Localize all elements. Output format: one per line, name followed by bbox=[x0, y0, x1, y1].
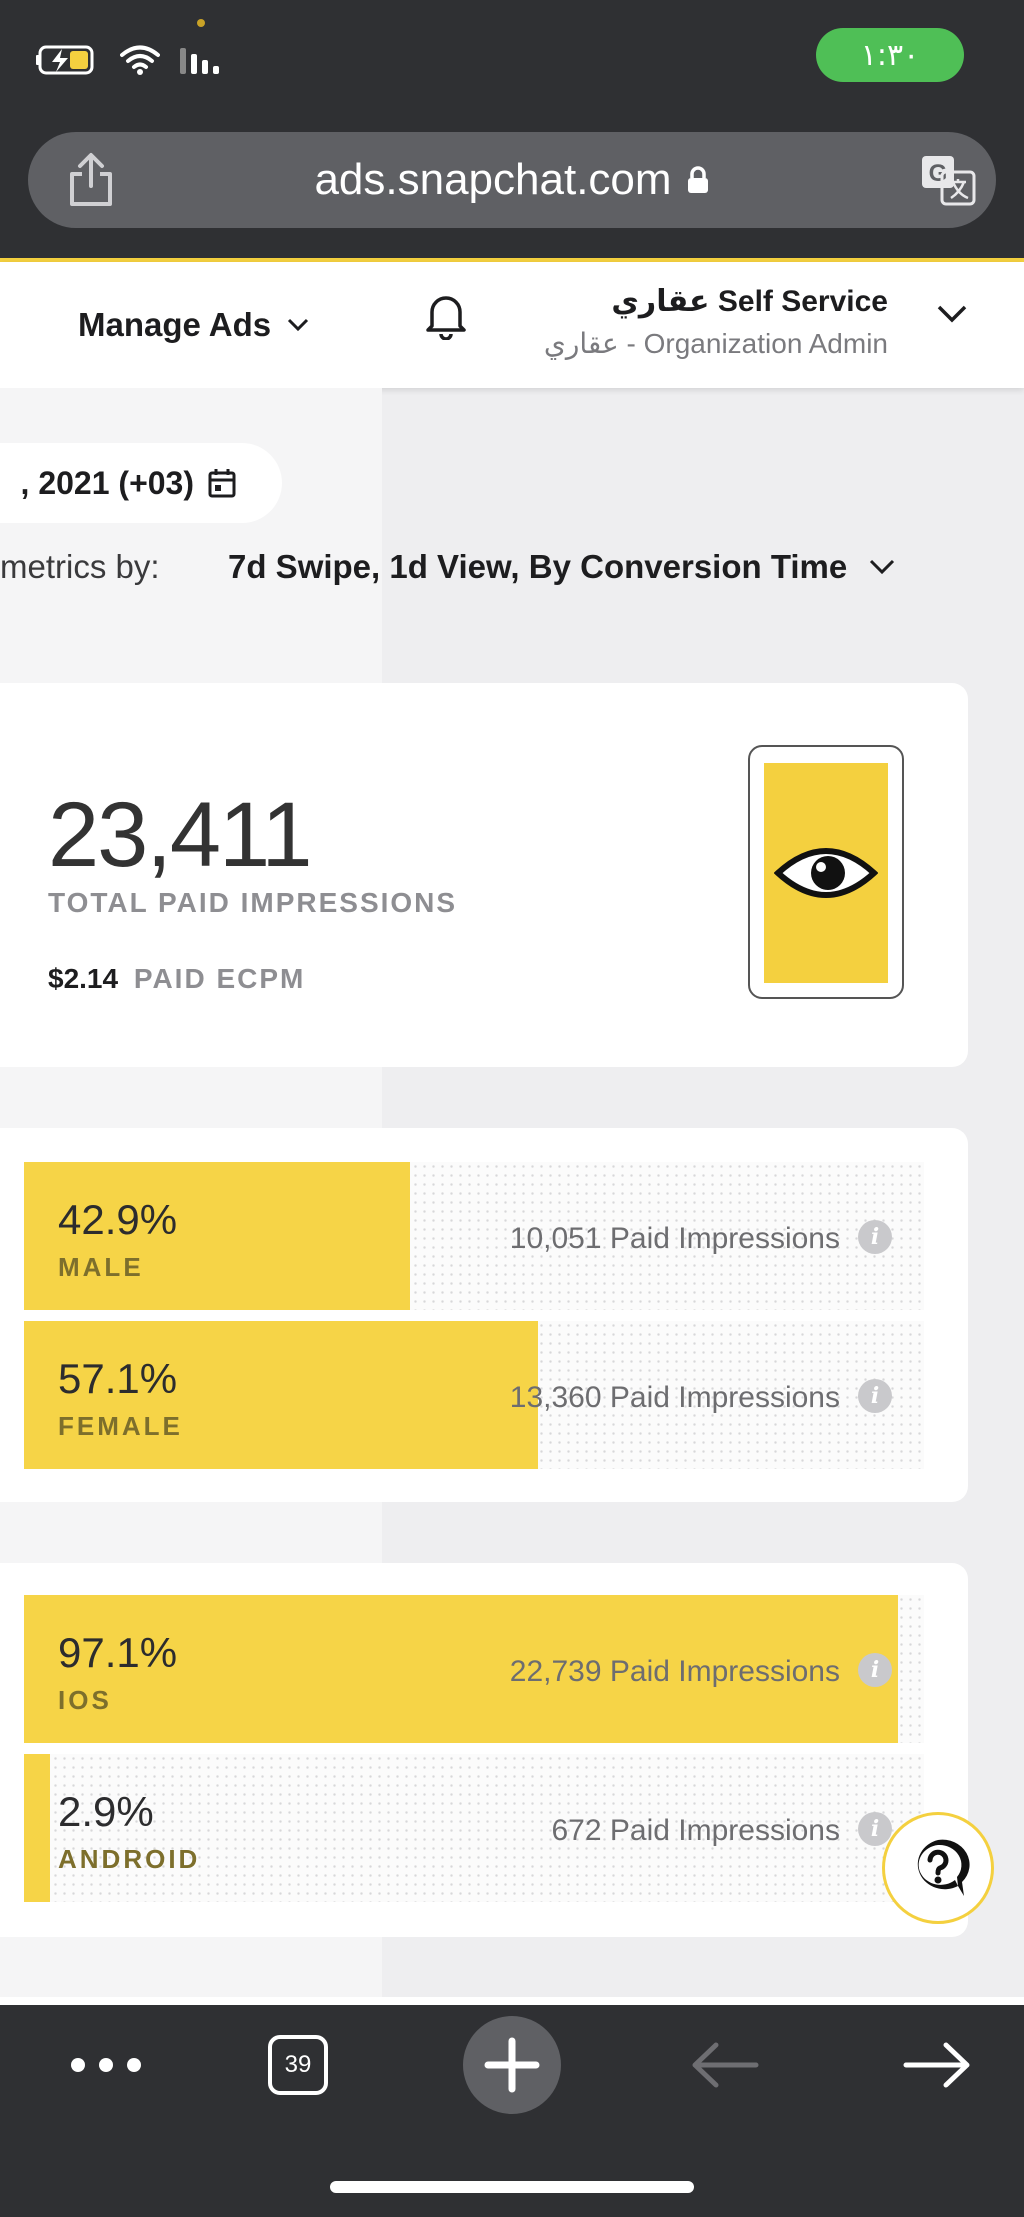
bar-fill bbox=[24, 1321, 538, 1469]
chevron-down-icon bbox=[870, 559, 895, 575]
manage-ads-label: Manage Ads bbox=[78, 306, 272, 343]
bar-category: MALE bbox=[58, 1252, 144, 1282]
bar-fill bbox=[24, 1162, 411, 1310]
bar-fill bbox=[24, 1754, 51, 1902]
translate-icon[interactable]: G bbox=[920, 152, 976, 208]
wifi-icon bbox=[120, 45, 160, 75]
account-name: عقاري Self Service bbox=[611, 285, 888, 318]
gender-row-female: 57.1% FEMALE 13,360 Paid Impressions i bbox=[24, 1321, 924, 1469]
info-icon[interactable]: i bbox=[858, 1220, 892, 1254]
bar-percentage: 57.1% bbox=[58, 1355, 178, 1402]
more-dots-icon bbox=[71, 2058, 141, 2072]
bar-category: IOS bbox=[58, 1685, 112, 1715]
attribution-label: metrics by: bbox=[0, 548, 160, 585]
content-edge bbox=[0, 1997, 1024, 2005]
bar-percentage: 97.1% bbox=[58, 1629, 178, 1676]
notification-bell-icon[interactable] bbox=[424, 292, 468, 340]
bar-impressions: 22,739 Paid Impressions bbox=[509, 1655, 840, 1688]
new-tab-button[interactable] bbox=[462, 2005, 562, 2125]
arrow-left-icon bbox=[692, 2042, 759, 2088]
gender-row-male: 42.9% MALE 10,051 Paid Impressions i bbox=[24, 1162, 924, 1310]
paid-ecpm: $2.14 PAID ECPM bbox=[48, 963, 305, 995]
info-icon[interactable]: i bbox=[858, 1812, 892, 1846]
gender-breakdown-card: 42.9% MALE 10,051 Paid Impressions i 57.… bbox=[0, 1128, 968, 1502]
info-icon[interactable]: i bbox=[858, 1379, 892, 1413]
browser-chrome: ١:٣٠ ads.snapchat.com G bbox=[0, 0, 1024, 258]
eye-icon bbox=[774, 848, 878, 898]
status-icons bbox=[36, 44, 224, 76]
more-options-button[interactable] bbox=[56, 2005, 156, 2125]
plus-icon bbox=[463, 2016, 561, 2114]
attribution-value: 7d Swipe, 1d View, By Conversion Time bbox=[228, 548, 848, 585]
info-icon[interactable]: i bbox=[858, 1653, 892, 1687]
url-display[interactable]: ads.snapchat.com bbox=[28, 132, 996, 228]
signal-icon bbox=[180, 48, 219, 74]
account-switcher[interactable]: عقاري Self Service عقاري - Organization … bbox=[544, 284, 888, 360]
total-paid-impressions-label: TOTAL PAID IMPRESSIONS bbox=[48, 887, 458, 918]
paid-ecpm-label: PAID ECPM bbox=[133, 963, 306, 994]
bar-impressions: 13,360 Paid Impressions bbox=[509, 1381, 840, 1414]
status-time: ١:٣٠ bbox=[816, 28, 964, 82]
phone-screen bbox=[764, 763, 888, 983]
lock-icon bbox=[687, 166, 708, 193]
app-header: Manage Ads عقاري Self Service عقاري - Or… bbox=[0, 262, 1024, 388]
share-icon[interactable] bbox=[66, 152, 116, 208]
total-paid-impressions: 23,411 bbox=[48, 784, 313, 886]
date-range-picker[interactable]: , 2021 (+03) bbox=[0, 443, 282, 523]
battery-charging-icon bbox=[36, 45, 94, 75]
back-button[interactable] bbox=[680, 2005, 770, 2125]
help-chat-button[interactable] bbox=[882, 1812, 994, 1924]
os-breakdown-card: 97.1% IOS 22,739 Paid Impressions i 2.9%… bbox=[0, 1563, 968, 1937]
attribution-dropdown[interactable]: 7d Swipe, 1d View, By Conversion Time bbox=[228, 548, 895, 586]
bar-category: ANDROID bbox=[58, 1844, 201, 1874]
manage-ads-menu[interactable]: Manage Ads bbox=[78, 306, 309, 344]
phone-impression-illustration bbox=[748, 745, 904, 999]
date-range-text: , 2021 (+03) bbox=[20, 464, 194, 501]
help-question-icon bbox=[917, 1839, 970, 1896]
bar-category: FEMALE bbox=[58, 1411, 183, 1441]
account-chevron-down-icon[interactable] bbox=[936, 304, 968, 324]
tabs-button[interactable]: 39 bbox=[258, 2005, 338, 2125]
home-indicator bbox=[330, 2181, 694, 2193]
paid-ecpm-value: $2.14 bbox=[48, 963, 119, 994]
impressions-summary-card: 23,411 TOTAL PAID IMPRESSIONS $2.14 PAID… bbox=[0, 683, 968, 1067]
page-load-accent bbox=[0, 258, 1024, 262]
camera-indicator bbox=[197, 19, 205, 27]
calendar-icon bbox=[208, 469, 236, 498]
arrow-right-icon bbox=[903, 2042, 970, 2088]
forward-button[interactable] bbox=[892, 2005, 982, 2125]
bar-percentage: 42.9% bbox=[58, 1196, 178, 1243]
bar-track bbox=[24, 1754, 924, 1902]
bar-percentage: 2.9% bbox=[58, 1788, 154, 1835]
chevron-down-icon bbox=[288, 318, 309, 332]
bar-impressions: 672 Paid Impressions bbox=[551, 1814, 841, 1847]
account-role: عقاري - Organization Admin bbox=[543, 328, 888, 359]
bar-impressions: 10,051 Paid Impressions bbox=[509, 1222, 840, 1255]
os-row-android: 2.9% ANDROID 672 Paid Impressions i bbox=[24, 1754, 924, 1902]
address-bar[interactable]: ads.snapchat.com G bbox=[28, 132, 996, 228]
url-text: ads.snapchat.com bbox=[314, 155, 672, 204]
bar-fill bbox=[24, 1595, 898, 1743]
tab-count: 39 bbox=[268, 2035, 328, 2095]
os-row-ios: 97.1% IOS 22,739 Paid Impressions i bbox=[24, 1595, 924, 1743]
